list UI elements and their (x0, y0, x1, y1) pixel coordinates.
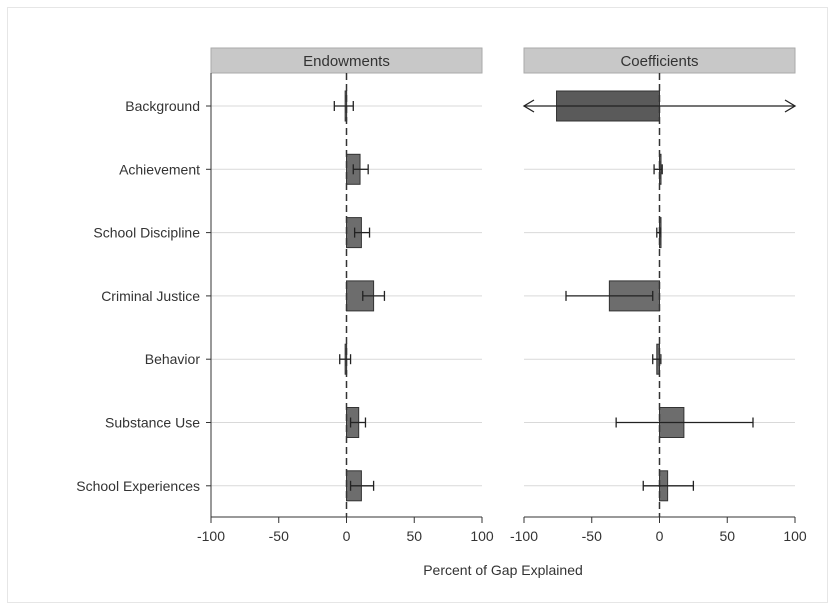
chart-panels: Endowments -100 -50 0 50 100 Coefficients -100 -… (197, 47, 807, 544)
x-tick-label: -100 (510, 528, 538, 544)
panel-title: Coefficients (620, 53, 698, 70)
error-arrow-right (784, 99, 797, 113)
error-arrow-left (522, 99, 535, 113)
x-axis-label: Percent of Gap Explained (423, 562, 583, 578)
x-tick-label: -50 (582, 528, 602, 544)
x-tick-label: -50 (269, 528, 289, 544)
category-label: Criminal Justice (101, 288, 200, 304)
x-tick-label: 0 (656, 528, 664, 544)
category-label: School Discipline (93, 225, 200, 241)
category-label: Background (125, 98, 200, 114)
x-tick-label: 0 (343, 528, 351, 544)
panel-title: Endowments (303, 53, 390, 70)
category-label: Achievement (119, 161, 200, 177)
category-label: School Experiences (76, 478, 200, 494)
panel-endowments: Endowments -100 -50 0 50 100 (197, 47, 494, 544)
x-tick-label: 100 (783, 528, 807, 544)
category-label: Behavior (145, 351, 201, 367)
category-labels: Background Achievement School Discipline Cr… (76, 98, 200, 494)
x-tick-label: 50 (719, 528, 735, 544)
x-tick-label: 50 (406, 528, 422, 544)
panel-coefficients: Coefficients -100 -50 0 50 100 (510, 47, 807, 544)
figure-frame (7, 7, 828, 603)
category-label: Substance Use (105, 415, 200, 431)
x-tick-label: 100 (470, 528, 494, 544)
panel-header (523, 47, 796, 74)
x-tick-label: -100 (197, 528, 225, 544)
